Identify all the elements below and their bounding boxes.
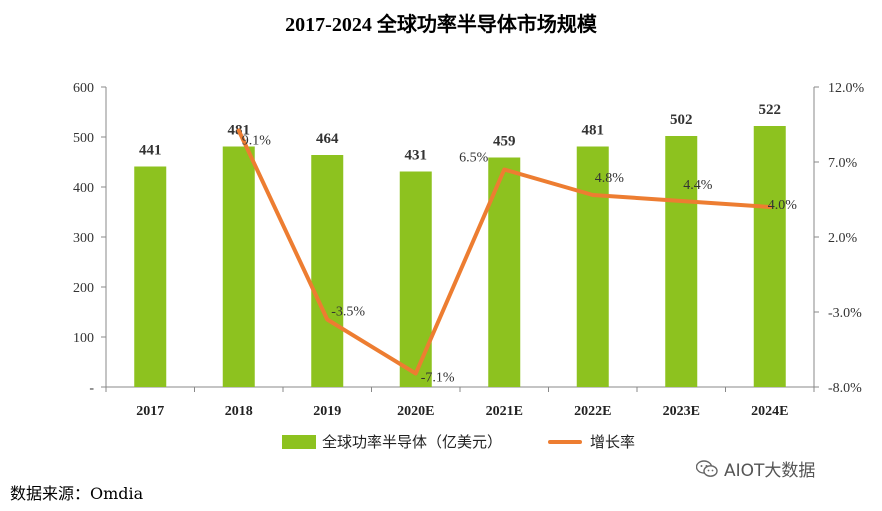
y-right-tick-label: 12.0% (828, 81, 865, 96)
x-tick-label: 2022E (574, 404, 611, 419)
x-tick-label: 2023E (663, 404, 700, 419)
y-left-tick-label: 400 (73, 181, 94, 196)
chart-title: 2017-2024 全球功率半导体市场规模 (285, 14, 597, 36)
bar-value-label: 441 (139, 143, 162, 159)
legend-item-line: 增长率 (548, 431, 635, 452)
source-note: 数据来源：Omdia (10, 484, 144, 503)
rate-value-label: -7.1% (421, 371, 455, 386)
y-left-tick-label: 600 (73, 81, 94, 96)
bar (311, 155, 344, 387)
rate-value-label: 9.1% (242, 134, 272, 149)
bar (753, 126, 786, 387)
x-tick-label: 2017 (136, 404, 164, 419)
bar (665, 136, 698, 387)
bar (399, 171, 432, 387)
y-left-tick-label: 100 (73, 331, 94, 346)
x-tick-label: 2020E (397, 404, 434, 419)
y-right-tick-label: 7.0% (828, 156, 858, 171)
watermark-text: AIOT大数据 (724, 461, 816, 481)
bar-value-label: 522 (759, 102, 782, 118)
bar-value-label: 459 (493, 134, 516, 150)
bar (134, 166, 167, 387)
bar-value-label: 502 (670, 112, 693, 128)
rate-value-label: 6.5% (459, 151, 489, 166)
y-left-tick-label: 200 (73, 281, 94, 296)
bar (576, 146, 609, 387)
bar-value-label: 431 (405, 148, 428, 164)
y-left-tick-label: - (89, 381, 94, 396)
y-right-tick-label: -8.0% (828, 381, 862, 396)
bar (222, 146, 255, 387)
wechat-icon (696, 459, 718, 477)
y-left-tick-label: 500 (73, 131, 94, 146)
rate-value-label: 4.0% (768, 198, 798, 213)
y-left-tick-label: 300 (73, 231, 94, 246)
bar-value-label: 464 (316, 131, 339, 147)
x-tick-label: 2024E (751, 404, 788, 419)
x-tick-label: 2019 (313, 404, 341, 419)
legend-swatch-line (548, 439, 583, 444)
rate-value-label: -3.5% (331, 305, 365, 320)
bar-value-label: 481 (582, 123, 605, 139)
legend-swatch-bar (282, 434, 316, 449)
x-tick-label: 2021E (486, 404, 523, 419)
legend: 全球功率半导体（亿美元） 增长率 (282, 431, 681, 452)
rate-value-label: 4.8% (595, 171, 625, 186)
legend-item-bar: 全球功率半导体（亿美元） (282, 431, 502, 452)
watermark: AIOT大数据 (696, 456, 815, 481)
x-tick-label: 2018 (225, 404, 253, 419)
rate-value-label: 4.4% (683, 178, 713, 193)
y-right-tick-label: -3.0% (828, 306, 862, 321)
y-right-tick-label: 2.0% (828, 231, 858, 246)
legend-label-line: 增长率 (590, 433, 636, 451)
legend-label-bar: 全球功率半导体（亿美元） (322, 433, 503, 451)
